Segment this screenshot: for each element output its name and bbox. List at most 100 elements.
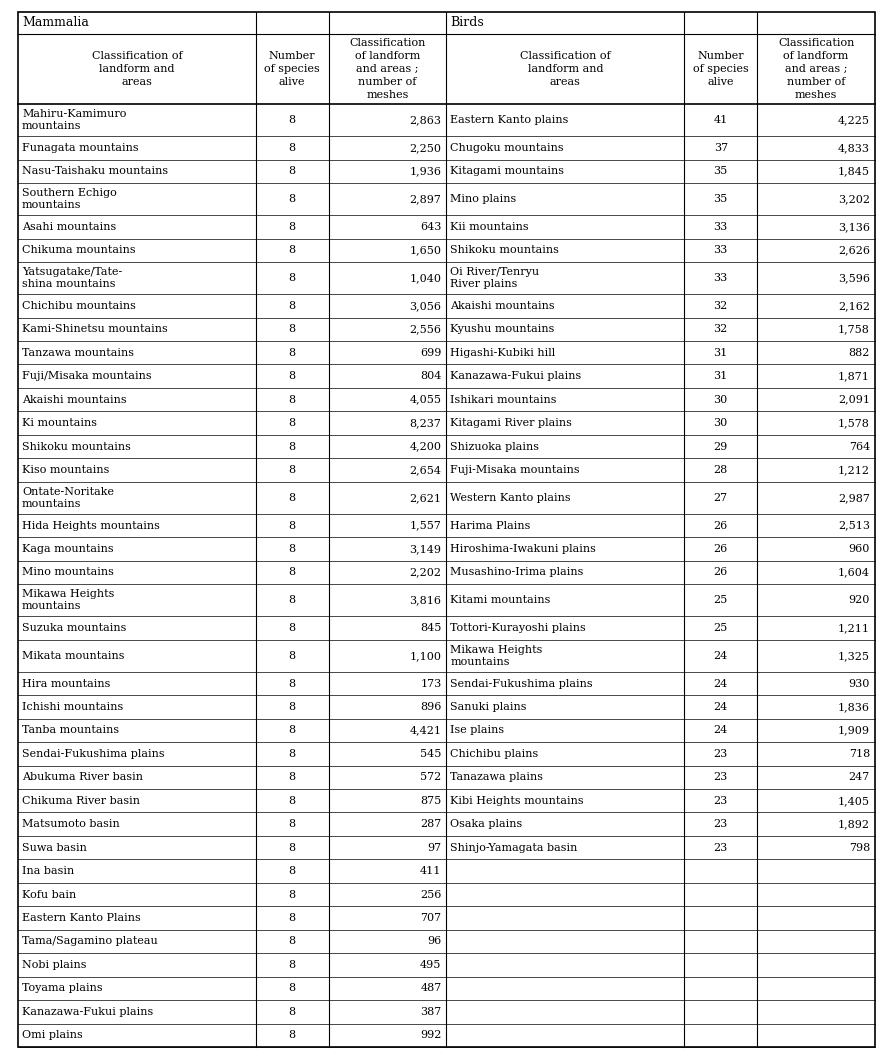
Text: 992: 992 bbox=[420, 1030, 441, 1040]
Text: 23: 23 bbox=[714, 749, 728, 759]
Text: Oi River/Tenryu
River plains: Oi River/Tenryu River plains bbox=[450, 267, 539, 289]
Text: Chichibu mountains: Chichibu mountains bbox=[22, 301, 136, 310]
Text: 960: 960 bbox=[848, 544, 870, 554]
Text: Southern Echigo
mountains: Southern Echigo mountains bbox=[22, 189, 117, 210]
Text: Tanzawa mountains: Tanzawa mountains bbox=[22, 347, 134, 358]
Text: 24: 24 bbox=[714, 702, 728, 712]
Text: Kami-Shinetsu mountains: Kami-Shinetsu mountains bbox=[22, 324, 168, 335]
Text: 8: 8 bbox=[288, 166, 296, 176]
Text: 8: 8 bbox=[288, 301, 296, 310]
Text: 2,556: 2,556 bbox=[410, 324, 441, 335]
Text: 8: 8 bbox=[288, 143, 296, 152]
Text: 8: 8 bbox=[288, 679, 296, 688]
Text: Akaishi mountains: Akaishi mountains bbox=[450, 301, 555, 310]
Text: 23: 23 bbox=[714, 772, 728, 783]
Text: 8: 8 bbox=[288, 492, 296, 503]
Text: Mino mountains: Mino mountains bbox=[22, 568, 114, 577]
Text: 2,202: 2,202 bbox=[410, 568, 441, 577]
Text: Hira mountains: Hira mountains bbox=[22, 679, 111, 688]
Text: Western Kanto plains: Western Kanto plains bbox=[450, 492, 572, 503]
Text: 643: 643 bbox=[420, 221, 441, 232]
Text: Nobi plains: Nobi plains bbox=[22, 959, 87, 970]
Text: 35: 35 bbox=[714, 166, 728, 176]
Text: 4,421: 4,421 bbox=[410, 725, 441, 735]
Text: 804: 804 bbox=[420, 371, 441, 381]
Text: 1,892: 1,892 bbox=[838, 820, 870, 829]
Text: Fuji-Misaka mountains: Fuji-Misaka mountains bbox=[450, 465, 580, 475]
Text: Ise plains: Ise plains bbox=[450, 725, 505, 735]
Text: 8: 8 bbox=[288, 959, 296, 970]
Text: Musashino-Irima plains: Musashino-Irima plains bbox=[450, 568, 584, 577]
Text: 23: 23 bbox=[714, 820, 728, 829]
Text: 572: 572 bbox=[421, 772, 441, 783]
Text: Suzuka mountains: Suzuka mountains bbox=[22, 623, 127, 633]
Text: 8: 8 bbox=[288, 866, 296, 876]
Text: Asahi mountains: Asahi mountains bbox=[22, 221, 116, 232]
Text: 24: 24 bbox=[714, 650, 728, 661]
Text: 41: 41 bbox=[714, 115, 728, 125]
Text: Hida Heights mountains: Hida Heights mountains bbox=[22, 521, 160, 531]
Text: Shikoku mountains: Shikoku mountains bbox=[22, 442, 131, 451]
Text: 30: 30 bbox=[714, 418, 728, 428]
Text: Ina basin: Ina basin bbox=[22, 866, 74, 876]
Text: Harima Plains: Harima Plains bbox=[450, 521, 530, 531]
Text: 2,091: 2,091 bbox=[838, 395, 870, 405]
Text: 96: 96 bbox=[427, 936, 441, 947]
Text: 23: 23 bbox=[714, 795, 728, 806]
Text: 4,225: 4,225 bbox=[838, 115, 870, 125]
Text: Fuji/Misaka mountains: Fuji/Misaka mountains bbox=[22, 371, 152, 381]
Text: Mahiru-Kamimuro
mountains: Mahiru-Kamimuro mountains bbox=[22, 109, 127, 131]
Text: Shinjo-Yamagata basin: Shinjo-Yamagata basin bbox=[450, 843, 578, 852]
Text: Ontate-Noritake
mountains: Ontate-Noritake mountains bbox=[22, 487, 114, 508]
Text: Kii mountains: Kii mountains bbox=[450, 221, 530, 232]
Text: 8: 8 bbox=[288, 749, 296, 759]
Text: 8: 8 bbox=[288, 936, 296, 947]
Text: Mammalia: Mammalia bbox=[22, 17, 89, 30]
Text: Abukuma River basin: Abukuma River basin bbox=[22, 772, 143, 783]
Text: 247: 247 bbox=[848, 772, 870, 783]
Text: 3,816: 3,816 bbox=[410, 595, 441, 605]
Text: Classification of
landform and
areas: Classification of landform and areas bbox=[92, 51, 182, 87]
Text: Classification of
landform and
areas: Classification of landform and areas bbox=[520, 51, 611, 87]
Text: 97: 97 bbox=[428, 843, 441, 852]
Text: 1,578: 1,578 bbox=[839, 418, 870, 428]
Text: 1,040: 1,040 bbox=[410, 273, 441, 283]
Text: 8: 8 bbox=[288, 221, 296, 232]
Text: 764: 764 bbox=[848, 442, 870, 451]
Text: Mikawa Heights
mountains: Mikawa Heights mountains bbox=[22, 590, 114, 611]
Text: Osaka plains: Osaka plains bbox=[450, 820, 522, 829]
Text: Chikuma River basin: Chikuma River basin bbox=[22, 795, 140, 806]
Text: 8: 8 bbox=[288, 702, 296, 712]
Text: Shizuoka plains: Shizuoka plains bbox=[450, 442, 539, 451]
Text: 8: 8 bbox=[288, 984, 296, 993]
Text: 495: 495 bbox=[420, 959, 441, 970]
Text: 1,100: 1,100 bbox=[410, 650, 441, 661]
Text: Kanazawa-Fukui plains: Kanazawa-Fukui plains bbox=[450, 371, 581, 381]
Text: 8: 8 bbox=[288, 725, 296, 735]
Text: 2,162: 2,162 bbox=[838, 301, 870, 310]
Text: Kanazawa-Fukui plains: Kanazawa-Fukui plains bbox=[22, 1007, 154, 1017]
Text: 2,626: 2,626 bbox=[838, 246, 870, 255]
Text: 707: 707 bbox=[421, 913, 441, 923]
Text: 25: 25 bbox=[714, 623, 728, 633]
Text: 32: 32 bbox=[714, 324, 728, 335]
Text: Tottori-Kurayoshi plains: Tottori-Kurayoshi plains bbox=[450, 623, 586, 633]
Text: Chikuma mountains: Chikuma mountains bbox=[22, 246, 136, 255]
Text: 1,845: 1,845 bbox=[838, 166, 870, 176]
Text: 8: 8 bbox=[288, 246, 296, 255]
Text: Mikawa Heights
mountains: Mikawa Heights mountains bbox=[450, 645, 543, 666]
Text: Hiroshima-Iwakuni plains: Hiroshima-Iwakuni plains bbox=[450, 544, 597, 554]
Text: 1,557: 1,557 bbox=[410, 521, 441, 531]
Text: Mikata mountains: Mikata mountains bbox=[22, 650, 124, 661]
Text: 24: 24 bbox=[714, 679, 728, 688]
Text: 8: 8 bbox=[288, 521, 296, 531]
Text: 26: 26 bbox=[714, 568, 728, 577]
Text: 545: 545 bbox=[420, 749, 441, 759]
Text: 882: 882 bbox=[848, 347, 870, 358]
Text: Eastern Kanto Plains: Eastern Kanto Plains bbox=[22, 913, 141, 923]
Text: 8: 8 bbox=[288, 820, 296, 829]
Text: Matsumoto basin: Matsumoto basin bbox=[22, 820, 120, 829]
Text: 35: 35 bbox=[714, 194, 728, 204]
Text: 8: 8 bbox=[288, 568, 296, 577]
Text: Ishikari mountains: Ishikari mountains bbox=[450, 395, 557, 405]
